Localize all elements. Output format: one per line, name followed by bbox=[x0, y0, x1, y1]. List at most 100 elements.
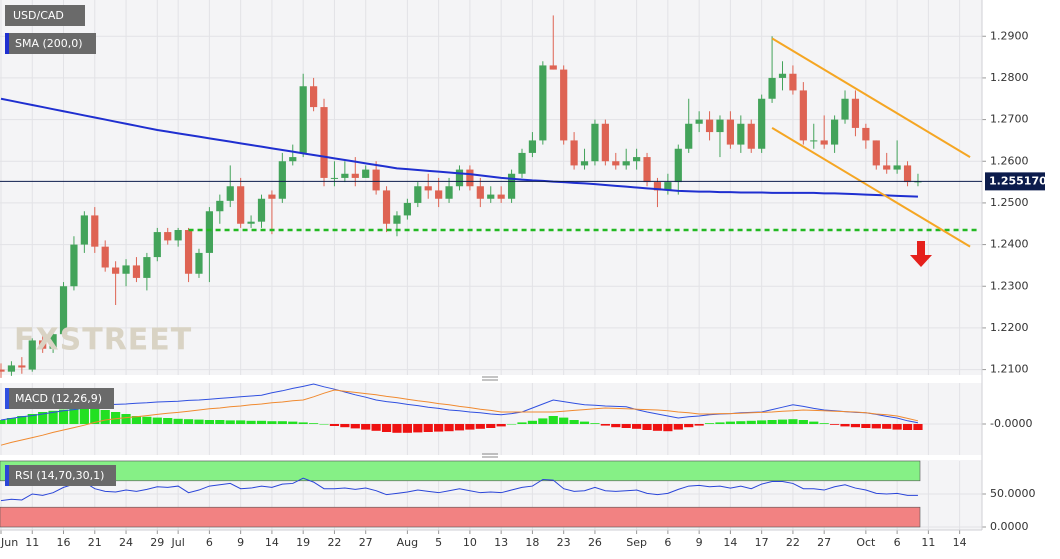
macd-histogram-bar bbox=[902, 424, 913, 430]
macd-histogram-bar bbox=[684, 424, 694, 428]
x-tick-label: 9 bbox=[696, 536, 703, 549]
candle-body bbox=[466, 169, 474, 187]
candle-body bbox=[289, 157, 297, 162]
macd-histogram-bar bbox=[194, 419, 204, 424]
candle-body bbox=[362, 169, 370, 178]
candle-body bbox=[570, 140, 578, 166]
candle-body bbox=[91, 215, 99, 247]
y-tick-label: 1.2900 bbox=[990, 29, 1029, 42]
macd-histogram-bar bbox=[256, 420, 267, 424]
x-tick-label: 11 bbox=[25, 536, 39, 549]
macd-histogram-bar bbox=[527, 420, 538, 424]
candle-body bbox=[7, 365, 16, 372]
candle-body bbox=[268, 194, 276, 199]
price-label-box bbox=[985, 172, 1045, 191]
macd-histogram-bar bbox=[704, 423, 715, 424]
macd-histogram-bar bbox=[882, 424, 892, 429]
x-tick-label: 19 bbox=[296, 536, 310, 549]
y-tick-label: 50.0000 bbox=[990, 487, 1036, 500]
macd-histogram-bar bbox=[298, 422, 308, 424]
x-tick-label: Aug bbox=[397, 536, 418, 549]
candle-body bbox=[737, 123, 745, 145]
macd-histogram-bar bbox=[694, 424, 704, 426]
x-tick-label: Sep bbox=[626, 536, 647, 549]
candle-body bbox=[872, 140, 880, 166]
macd-histogram-bar bbox=[319, 424, 329, 425]
candle-body bbox=[831, 119, 839, 145]
macd-histogram-bar bbox=[329, 424, 340, 426]
x-tick-label: 11 bbox=[921, 536, 935, 549]
candle-body bbox=[393, 215, 401, 224]
x-tick-label: 14 bbox=[723, 536, 737, 549]
rsi-label: RSI (14,70,30,1) bbox=[15, 469, 104, 482]
candle-body bbox=[278, 161, 286, 199]
macd-histogram-bar bbox=[579, 421, 590, 424]
macd-histogram-bar bbox=[371, 424, 381, 431]
tag-box bbox=[5, 465, 116, 486]
candle-body bbox=[112, 267, 120, 274]
macd-histogram-bar bbox=[798, 420, 808, 424]
candle-body bbox=[49, 334, 57, 349]
macd-histogram-bar bbox=[288, 421, 298, 424]
candle-body bbox=[330, 177, 339, 179]
candle-body bbox=[372, 169, 380, 191]
x-tick-label: Jul bbox=[170, 536, 184, 549]
macd-histogram-bar bbox=[173, 418, 183, 424]
candle-body bbox=[164, 232, 172, 241]
macd-histogram-bar bbox=[725, 421, 735, 424]
macd-histogram-bar bbox=[871, 424, 881, 429]
channel-line bbox=[771, 37, 971, 158]
macd-histogram-bar bbox=[465, 424, 475, 430]
x-tick-label: 21 bbox=[88, 536, 102, 549]
macd-histogram-bar bbox=[850, 424, 861, 428]
macd-histogram-bar bbox=[652, 424, 663, 431]
watermark: FXSTREET bbox=[14, 323, 192, 358]
sma-line bbox=[0, 97, 919, 198]
macd-histogram-bar bbox=[381, 424, 392, 432]
y-tick-label: 1.2700 bbox=[990, 113, 1029, 126]
tag-box bbox=[5, 388, 114, 409]
candle-body bbox=[726, 119, 734, 145]
candle-body bbox=[455, 169, 464, 187]
candle-body bbox=[528, 140, 537, 153]
candle-body bbox=[851, 98, 860, 128]
candle-body bbox=[633, 157, 641, 162]
candle-body bbox=[70, 244, 78, 287]
candle-body bbox=[299, 86, 307, 153]
macd-histogram-bar bbox=[111, 412, 121, 424]
candle-body bbox=[39, 340, 47, 349]
candle-body bbox=[80, 215, 88, 245]
channel-line bbox=[771, 127, 971, 248]
macd-histogram-bar bbox=[486, 424, 496, 428]
candle-body bbox=[664, 182, 672, 191]
candle-body bbox=[799, 90, 807, 141]
candle-body bbox=[403, 202, 411, 216]
macd-histogram-bar bbox=[736, 421, 746, 424]
candle-body bbox=[549, 65, 557, 70]
macd-histogram-bar bbox=[79, 408, 89, 424]
macd-histogram-bar bbox=[475, 424, 485, 429]
candle-body bbox=[893, 165, 901, 170]
macd-histogram-bar bbox=[777, 419, 788, 424]
macd-histogram-bar bbox=[27, 414, 37, 424]
macd-histogram-bar bbox=[788, 419, 798, 424]
macd-histogram-bar bbox=[413, 424, 423, 433]
candle-body bbox=[601, 123, 609, 162]
candle-body bbox=[778, 73, 787, 78]
macd-histogram-bar bbox=[663, 424, 673, 432]
candle-body bbox=[59, 286, 68, 335]
candle-body bbox=[153, 232, 161, 258]
macd-histogram-bar bbox=[402, 424, 412, 433]
macd-histogram-bar bbox=[506, 424, 517, 425]
x-tick-label: 6 bbox=[206, 536, 213, 549]
legend-label: SMA (200,0) bbox=[15, 37, 83, 50]
candle-body bbox=[820, 140, 828, 145]
tag-box bbox=[5, 5, 85, 26]
tag-swatch bbox=[5, 465, 9, 486]
candle-body bbox=[580, 161, 589, 166]
macd-histogram-bar bbox=[246, 420, 256, 424]
candle-body bbox=[247, 221, 255, 224]
tag-swatch bbox=[5, 388, 9, 409]
candle-body bbox=[351, 173, 359, 178]
